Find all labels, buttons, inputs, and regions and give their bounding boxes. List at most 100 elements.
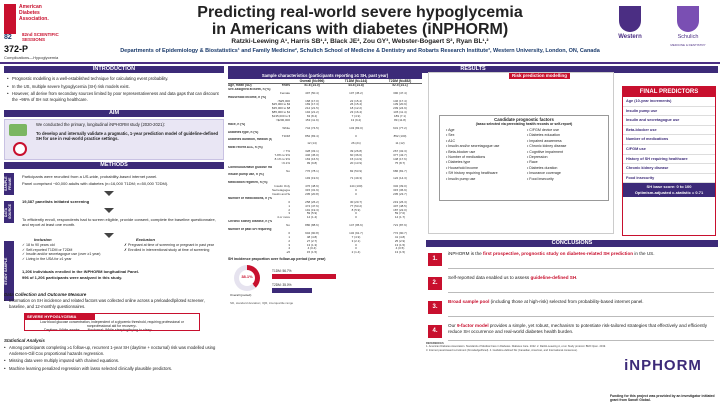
table-header: Overall (N=996) T1DM (N=144) T2DM (N=852… <box>228 79 422 84</box>
table-cell: Insulin pump use, n (%) <box>228 173 264 177</box>
table-cell: 77 (53.2) <box>349 204 362 208</box>
bar-t1dm <box>272 274 336 280</box>
table-cell: 51.6 (14.0) <box>304 84 320 87</box>
bar-t2dm <box>272 288 312 294</box>
candidate-factor: A1C <box>446 139 521 144</box>
table-cell: 212 (21.5) <box>305 107 319 111</box>
table-cell: 44.8 (14.8) <box>348 84 364 87</box>
table-cell: 904 (90.8) <box>305 231 319 235</box>
table-row: 2 191 (19.3) 8 (5.9) 187 (22.0) <box>228 209 422 213</box>
table-cell: 169 (17.3) <box>305 103 319 107</box>
poster-id: 372-P <box>4 44 29 54</box>
aim-line-2: To develop and internally validate a pra… <box>36 130 219 142</box>
table-cell: 20 (13.9) <box>349 161 362 165</box>
table-cell: 14 (1.7) <box>394 216 406 220</box>
incidence-chart: 38.1% Overall (pooled) T1DM: 56.7% T2DM:… <box>228 261 422 307</box>
arrow-icon <box>104 191 114 196</box>
table-row: 193 (19.6) 71 (49.3) 122 (14.3) <box>228 177 422 181</box>
table-cell: 71 (49.3) <box>349 177 362 181</box>
table-cell: 7 (4.9) <box>351 235 361 239</box>
conclusion-item: 3. Broad sample pool (including those at … <box>426 299 718 319</box>
intro-bullets: • Prognostic modelling is a well-establis… <box>4 73 224 110</box>
table-cell: Chronic kidney disease, n (%) <box>228 220 272 224</box>
incidence-chart-title: SH incidence proportion over follow-up p… <box>228 257 326 262</box>
western-shield-icon <box>619 6 641 32</box>
table-cell: 315 (31.9) <box>305 189 319 193</box>
table-cell: 4 <box>288 247 290 251</box>
intro-bullet: • However, all derive from secondary sour… <box>7 91 219 102</box>
table-cell: Insulin and Secretagogues <box>272 192 290 196</box>
table-row: T1DM 852 (83.4) 0 852 (100) <box>228 135 422 139</box>
table-row: Continuous/flash glucose monitoring (C/F… <box>228 166 422 170</box>
table-cell: 12 (14) <box>307 142 317 146</box>
bar-label-t1dm: T1DM: 56.7% <box>272 269 292 274</box>
table-cell: 59 (5.9) <box>306 212 318 216</box>
table-row: <$25,000 168 (17.0) 22 (15.4) 146 (17.4) <box>228 100 422 104</box>
table-cell: Number of medications, n (%) <box>228 196 272 200</box>
intro-heading: INTRODUCTION <box>4 66 224 73</box>
table-row: $85,000 to $144,999 194 (21.2) 23 (16.4) 14… <box>228 111 422 115</box>
table-row: 7-8% to 9% 446 (45.0) 60 (36.6) 377 (43.7) <box>228 154 422 158</box>
final-predictor: Insulin pump use <box>623 107 715 117</box>
table-cell: 880 (88.6) <box>305 224 319 228</box>
table-cell: 3 (2.1) <box>351 239 361 243</box>
affiliations: Departments of Epidemiology & Biostatist… <box>120 48 600 54</box>
conclusion-text: Self-reported data enabled us to assess … <box>448 275 714 293</box>
table-cell: 13 (9.2) <box>350 119 362 123</box>
table-cell: No <box>286 169 290 173</box>
table-row: ≥5 15 (1.5) 2 (1.4) 13 (1.5) <box>228 251 422 255</box>
table-cell: >9.1% <box>281 161 290 165</box>
candidate-factor: Cognitive impairment <box>527 150 602 155</box>
conclusion-number: 3. <box>428 301 442 314</box>
table-footnote: SD, standard deviation; IQR, interquarti… <box>230 301 294 306</box>
table-cell: 7 (4.9) <box>351 115 361 119</box>
table-cell: 0 <box>355 192 357 196</box>
ada-logo: American Diabetes Association. 82 82nd S… <box>4 4 60 44</box>
table-cell: 14 (1.4) <box>306 216 318 220</box>
table-cell: 631 (77.2) <box>393 126 407 130</box>
inclusion-item: ✓ Self-reported T1DM or T2DM <box>22 247 73 252</box>
candidate-factor: Diabetes education <box>527 133 602 138</box>
col-t2dm: T2DM (N=852) <box>388 79 412 83</box>
table-cell: Years <box>281 84 290 87</box>
candidate-factor: Diabetes type <box>446 160 521 165</box>
table-cell: 191 (19.3) <box>305 208 319 212</box>
candidate-factor: Beta-blocker use <box>446 150 521 155</box>
aim-line-1: We conducted the primary, longitudinal i… <box>36 122 166 127</box>
table-cell: 0 <box>355 243 357 247</box>
col-overall: Overall (N=996) <box>299 79 325 83</box>
table-cell: 852 (83.4) <box>305 134 319 138</box>
western-logo: Western <box>600 6 660 54</box>
table-cell: Secretagogues Only <box>272 189 290 193</box>
table-cell: 41 (4.8) <box>394 235 406 239</box>
final-predictor: Chronic kidney disease <box>623 164 715 174</box>
table-cell: 776 (78.1) <box>305 169 319 173</box>
table-cell: 332 (39.0) <box>393 185 407 189</box>
table-row: Medication regimen, n (%) <box>228 181 422 185</box>
col-t1dm: T1DM (N=144) <box>344 79 368 83</box>
table-row: 1 48 (4.8) 7 (4.9) 41 (4.8) <box>228 236 422 240</box>
table-cell: 7-8% to 9% <box>274 154 290 158</box>
table-row: Sex Assigned at Birth, n (%) <box>228 88 422 92</box>
arrow-icon <box>104 208 114 213</box>
table-cell: >$200,000 <box>275 119 290 123</box>
table-cell: 267 (32.3) <box>393 150 407 154</box>
table-cell: 377 (43.7) <box>393 154 407 158</box>
exclusion-item: ✗ Pregnant at time of screening or pregn… <box>124 243 214 247</box>
table-cell: 193 (19.6) <box>305 177 319 181</box>
intro-bullet: • In the US, multiple severe hypoglycemia… <box>7 83 130 89</box>
final-predictor: Food insecurity <box>623 174 715 184</box>
conclusion-number: 4. <box>428 325 442 338</box>
table-cell: $25,000 to $34,999 <box>272 103 290 107</box>
table-row: < 7% 328 (33.1) 39 (26.8) 267 (32.3) <box>228 150 422 154</box>
title-line-1: Predicting real-world severe hypoglycemi… <box>197 4 523 21</box>
table-cell: <$25,000 <box>277 99 290 103</box>
table-cell: Number of past SH requiring healthcare, … <box>228 227 272 231</box>
poster-title: Predicting real-world severe hypoglycemi… <box>120 4 600 38</box>
target-icon <box>13 142 27 156</box>
table-cell: 153 (11.9) <box>305 119 319 123</box>
stats-bullet: • Among participants completing ≥1 follow… <box>4 345 216 356</box>
table-cell: 82 (53.9) <box>349 169 362 173</box>
conclusion-item: 4. Our 9-factor model provides a simple, … <box>426 323 718 343</box>
final-predictors-title: FINAL PREDICTORS <box>623 87 715 97</box>
